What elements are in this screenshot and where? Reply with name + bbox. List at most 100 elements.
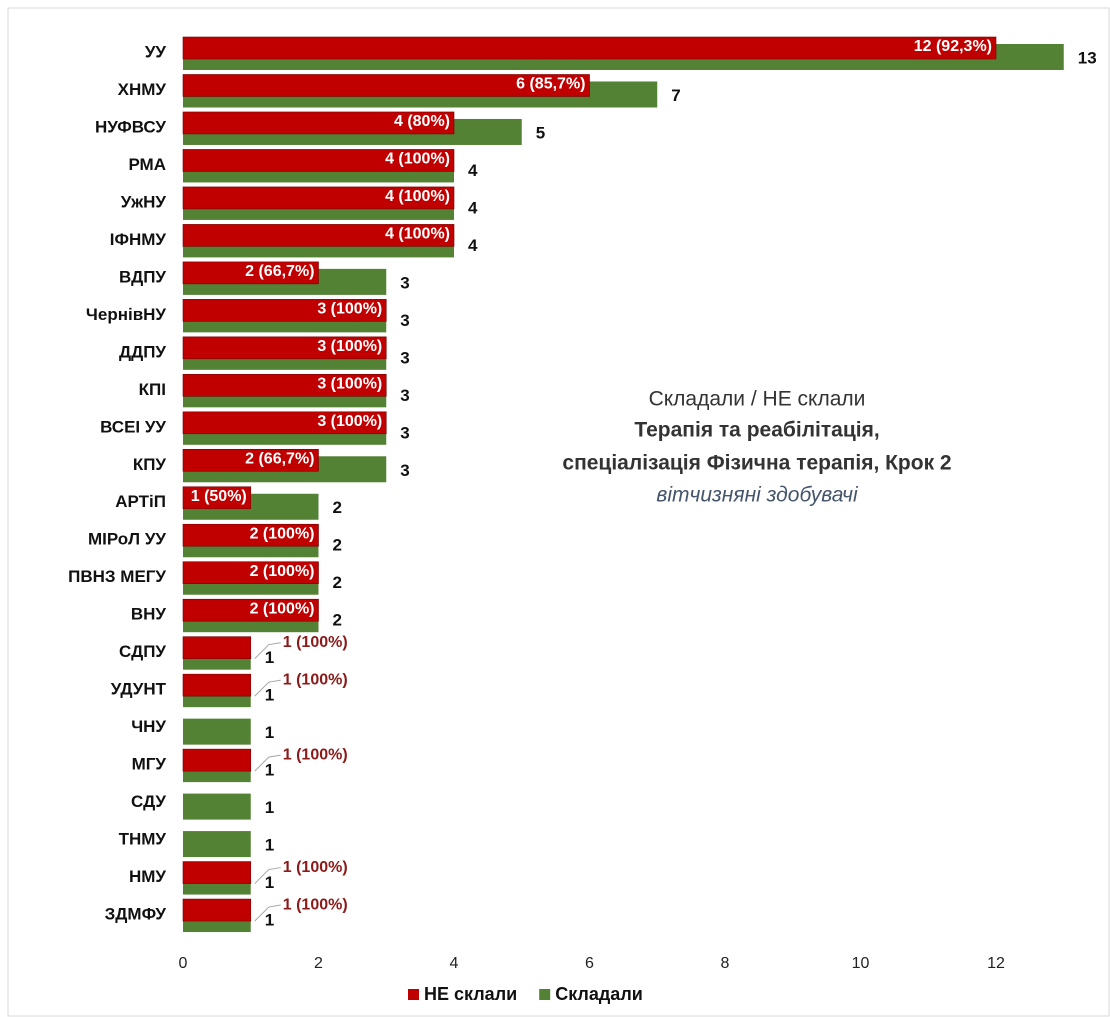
leader-line [254,754,281,772]
bar [182,36,997,60]
data-label: 1 (100%) [283,634,348,651]
annotation: вітчизняні здобувачі [656,484,859,507]
data-label: 3 [400,311,409,330]
bar [182,636,252,659]
bar [182,374,387,397]
data-label: 13 [1078,48,1097,67]
y-tick-label: ДДПУ [119,342,166,361]
data-label: 1 [265,873,274,892]
data-label: 1 (100%) [283,859,348,876]
bar [182,186,455,210]
data-label: 2 [333,536,342,555]
bar [182,299,387,322]
x-tick-label: 10 [852,955,870,972]
y-tick-label: ЧернівНУ [86,305,167,324]
data-label: 3 (100%) [317,413,382,430]
leader-line [254,679,281,697]
data-label: 2 (66,7%) [245,450,314,467]
data-label: 1 (100%) [283,671,348,688]
bar [183,831,251,858]
x-tick-label: 12 [987,955,1005,972]
data-label: 3 (100%) [317,376,382,393]
data-label: 4 (100%) [385,226,450,243]
data-label: 3 (100%) [317,301,382,318]
data-label: 3 [400,423,409,442]
data-label: 4 (100%) [385,151,450,168]
x-tick-label: 8 [721,955,730,972]
y-tick-label: КПІ [139,380,166,399]
bar [182,861,252,884]
data-label: 5 [536,123,545,142]
data-label: 1 [265,686,274,705]
y-tick-label: НМУ [129,867,166,886]
leader-line [254,904,281,922]
legend-label: Складали [555,984,643,1004]
bar [182,598,319,622]
annotation: спеціалізація Фізична терапія, Крок 2 [562,452,951,475]
y-tick-label: ХНМУ [118,80,167,99]
bar [182,898,252,922]
bar [182,74,590,97]
annotation: Терапія та реабілітація, [634,419,879,442]
y-tick-label: ТНМУ [119,830,167,849]
data-label: 3 [400,461,409,480]
chart-frame [7,7,1110,1017]
data-label: 3 [400,348,409,367]
data-label: 1 (100%) [283,896,348,913]
y-tick-label: АРТіП [115,492,166,511]
legend-swatch [539,989,551,1000]
data-label: 2 (66,7%) [245,263,314,280]
y-tick-label: ЧНУ [131,717,166,736]
y-tick-label: СДУ [131,792,166,811]
bar [182,411,387,435]
data-label: 2 [333,611,342,630]
data-label: 4 [468,198,478,217]
data-label: 4 (80%) [394,113,450,130]
data-label: 1 [265,911,274,930]
data-label: 1 (50%) [191,488,247,505]
data-label: 1 [265,836,274,855]
y-tick-label: НУФВСУ [95,117,166,136]
bar [182,448,319,472]
y-tick-label: МІРоЛ УУ [88,530,166,549]
legend-swatch [408,989,419,1000]
data-label: 7 [671,86,680,105]
data-label: 1 (100%) [283,746,348,763]
bar [182,336,387,360]
x-tick-label: 2 [314,955,323,972]
legend-label: НЕ склали [424,984,517,1004]
data-label: 2 [333,573,342,592]
bar [182,673,252,697]
y-tick-label: КПУ [133,455,167,474]
bar [182,224,455,247]
data-label: 1 [265,723,274,742]
bar [182,149,455,172]
x-tick-label: 4 [450,955,459,972]
y-tick-label: ПВНЗ МЕГУ [68,567,166,586]
y-tick-label: СДПУ [119,642,166,661]
y-tick-label: ЗДМФУ [105,905,167,924]
y-tick-label: УжНУ [121,192,167,211]
bar [182,261,319,285]
data-label: 2 (100%) [250,600,315,617]
y-tick-label: УДУНТ [111,680,167,699]
data-label: 3 (100%) [317,338,382,355]
y-tick-label: ВНУ [131,605,167,624]
bar [182,748,252,772]
data-label: 1 [265,761,274,780]
data-label: 1 [265,648,274,667]
y-tick-label: ВДПУ [119,267,166,286]
annotation: Складали / НЕ склали [649,388,866,411]
data-label: 12 (92,3%) [914,38,992,55]
data-label: 2 [333,498,342,517]
bar [183,793,251,820]
data-label: 3 [400,273,409,292]
leader-line [254,867,281,884]
data-label: 4 (100%) [385,188,450,205]
bar [182,486,252,510]
data-label: 2 (100%) [250,525,315,542]
x-tick-label: 0 [179,955,188,972]
bar [182,523,319,547]
data-label: 3 [400,386,409,405]
y-tick-label: ВСЕІ УУ [100,417,166,436]
